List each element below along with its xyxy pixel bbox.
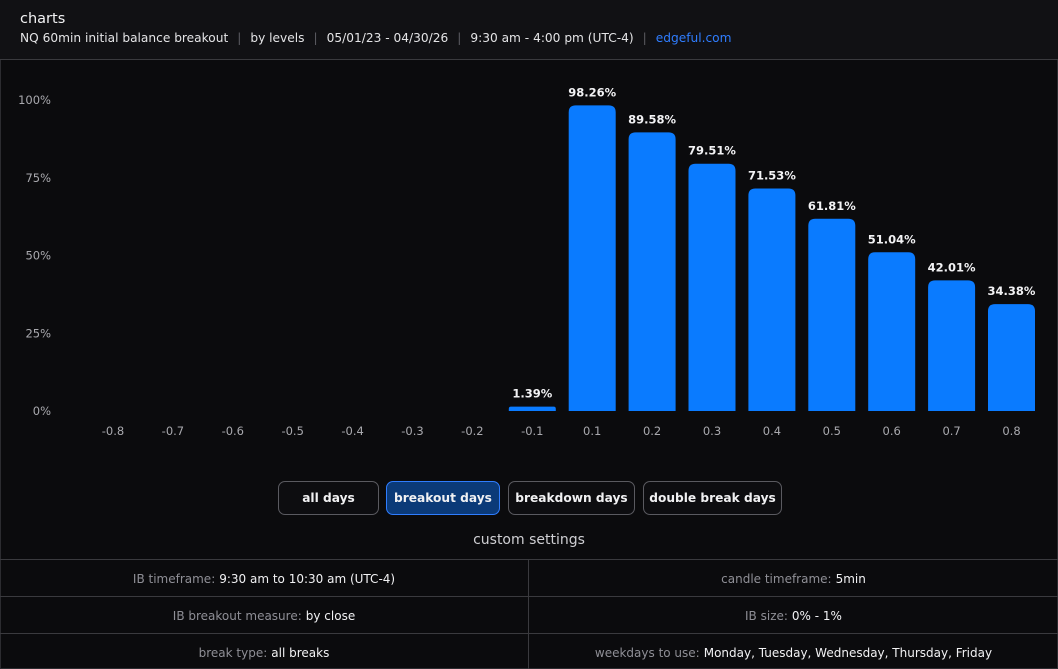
setting-label: candle timeframe: bbox=[721, 571, 832, 586]
y-tick-label: 100% bbox=[18, 93, 51, 107]
y-tick-label: 25% bbox=[25, 326, 51, 340]
date-range-label: 05/01/23 - 04/30/26 bbox=[326, 31, 449, 45]
separator: | bbox=[313, 31, 318, 45]
data-label: 71.53% bbox=[748, 169, 796, 183]
settings-cell: candle timeframe: 5min bbox=[529, 560, 1058, 597]
x-tick-label: 0.4 bbox=[763, 424, 781, 438]
custom-settings-title: custom settings bbox=[473, 532, 585, 548]
setting-value: Monday, Tuesday, Wednesday, Thursday, Fr… bbox=[703, 645, 993, 660]
setting-label: IB breakout measure: bbox=[172, 608, 302, 623]
x-tick-label: -0.3 bbox=[401, 424, 423, 438]
x-tick-label: -0.5 bbox=[281, 424, 303, 438]
x-tick-label: 0.3 bbox=[703, 424, 721, 438]
settings-row: IB timeframe: 9:30 am to 10:30 am (UTC-4… bbox=[0, 560, 1058, 597]
settings-cell: IB size: 0% - 1% bbox=[529, 597, 1058, 634]
data-label: 98.26% bbox=[568, 85, 616, 99]
bar[interactable] bbox=[748, 188, 796, 411]
bar[interactable] bbox=[568, 105, 616, 411]
separator: | bbox=[642, 31, 647, 45]
chart-subtitle: NQ 60min initial balance breakout | by l… bbox=[20, 31, 732, 45]
data-label: 42.01% bbox=[928, 260, 976, 274]
x-tick-label: 0.6 bbox=[883, 424, 901, 438]
filter-button-group: all days breakout days breakdown days do… bbox=[0, 481, 1058, 515]
breakout-days-button[interactable]: breakout days bbox=[386, 481, 500, 515]
setting-value: 0% - 1% bbox=[791, 608, 842, 623]
header: charts NQ 60min initial balance breakout… bbox=[0, 0, 1058, 60]
setting-value: all breaks bbox=[271, 645, 330, 660]
all-days-button[interactable]: all days bbox=[278, 481, 379, 515]
x-tick-label: -0.1 bbox=[521, 424, 543, 438]
data-label: 79.51% bbox=[688, 144, 736, 158]
x-tick-label: -0.2 bbox=[461, 424, 483, 438]
setting-value: 9:30 am to 10:30 am (UTC-4) bbox=[219, 571, 396, 586]
x-tick-label: -0.7 bbox=[162, 424, 184, 438]
settings-row: break type: all breaks weekdays to use: … bbox=[0, 634, 1058, 669]
x-tick-label: -0.4 bbox=[341, 424, 363, 438]
data-label: 1.39% bbox=[512, 387, 552, 401]
separator: | bbox=[237, 31, 242, 45]
setting-label: IB size: bbox=[745, 608, 788, 623]
site-link[interactable]: edgeful.com bbox=[655, 31, 732, 45]
double-break-days-button[interactable]: double break days bbox=[643, 481, 782, 515]
data-label: 51.04% bbox=[868, 232, 916, 246]
x-tick-label: 0.1 bbox=[583, 424, 601, 438]
bar[interactable] bbox=[928, 280, 976, 411]
x-tick-label: -0.6 bbox=[222, 424, 244, 438]
y-tick-label: 50% bbox=[25, 249, 51, 263]
grouping-label: by levels bbox=[250, 31, 305, 45]
bar[interactable] bbox=[508, 406, 556, 411]
settings-cell: IB timeframe: 9:30 am to 10:30 am (UTC-4… bbox=[0, 560, 529, 597]
settings-cell: weekdays to use: Monday, Tuesday, Wednes… bbox=[529, 634, 1058, 669]
x-tick-label: 0.2 bbox=[643, 424, 661, 438]
bar[interactable] bbox=[688, 163, 736, 411]
page-title: charts bbox=[20, 11, 66, 27]
x-tick-label: -0.8 bbox=[102, 424, 124, 438]
y-tick-label: 75% bbox=[25, 171, 51, 185]
settings-cell: IB breakout measure: by close bbox=[0, 597, 529, 634]
bar[interactable] bbox=[808, 218, 856, 411]
data-label: 34.38% bbox=[988, 284, 1036, 298]
settings-row: IB breakout measure: by close IB size: 0… bbox=[0, 597, 1058, 634]
bar[interactable] bbox=[988, 304, 1035, 411]
x-tick-label: 0.8 bbox=[1002, 424, 1020, 438]
settings-cell: break type: all breaks bbox=[0, 634, 529, 669]
data-label: 89.58% bbox=[628, 112, 676, 126]
instrument-label: NQ 60min initial balance breakout bbox=[20, 31, 229, 45]
custom-settings-table: IB timeframe: 9:30 am to 10:30 am (UTC-4… bbox=[0, 559, 1058, 669]
setting-value: 5min bbox=[835, 571, 866, 586]
setting-label: IB timeframe: bbox=[132, 571, 216, 586]
setting-label: break type: bbox=[198, 645, 268, 660]
separator: | bbox=[457, 31, 462, 45]
x-tick-label: 0.5 bbox=[823, 424, 841, 438]
setting-label: weekdays to use: bbox=[594, 645, 700, 660]
bar[interactable] bbox=[628, 132, 676, 411]
x-tick-label: 0.7 bbox=[942, 424, 960, 438]
data-label: 61.81% bbox=[808, 199, 856, 213]
bar[interactable] bbox=[868, 252, 916, 411]
bar-chart: 0% 25% 50% 75% 100% -0.8 -0.7 -0.6 -0.5 -0.4 -0.3 -… bbox=[18, 85, 1036, 438]
setting-value: by close bbox=[305, 608, 356, 623]
breakdown-days-button[interactable]: breakdown days bbox=[508, 481, 635, 515]
session-label: 9:30 am - 4:00 pm (UTC-4) bbox=[470, 31, 634, 45]
y-tick-label: 0% bbox=[33, 404, 51, 418]
